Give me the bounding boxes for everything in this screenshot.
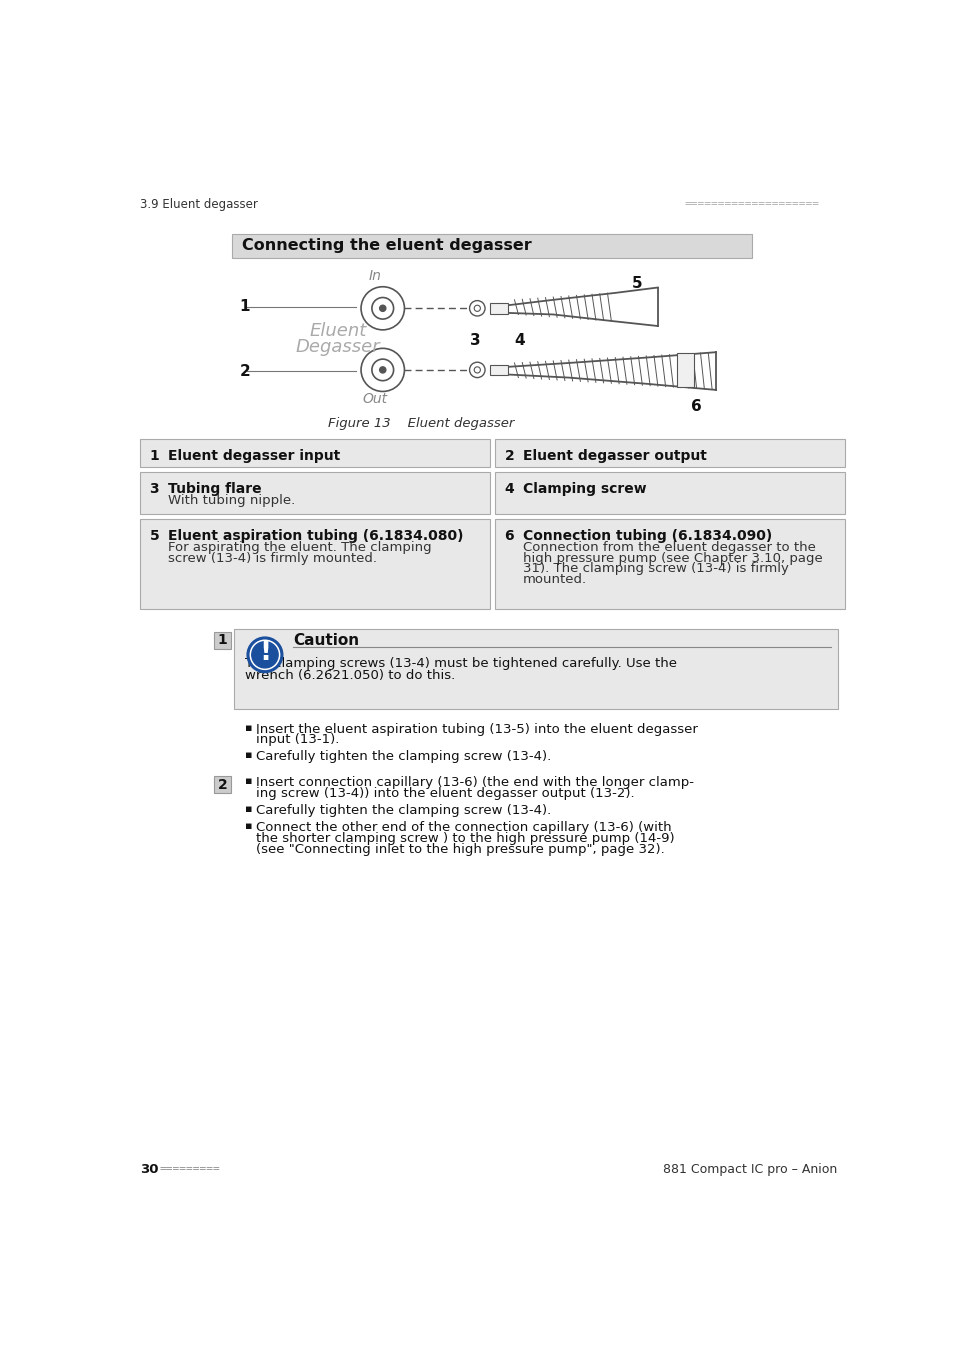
Text: Eluent degasser output: Eluent degasser output: [522, 450, 706, 463]
Text: 2: 2: [217, 778, 227, 792]
Bar: [677, 352, 694, 387]
Text: Clamping screw: Clamping screw: [522, 482, 646, 495]
Text: ▪: ▪: [245, 776, 252, 787]
Circle shape: [469, 362, 484, 378]
Text: mounted.: mounted.: [522, 574, 586, 586]
Text: the shorter clamping screw ) to the high pressure pump (14-9): the shorter clamping screw ) to the high…: [255, 832, 674, 845]
Text: 2: 2: [239, 364, 250, 379]
FancyBboxPatch shape: [213, 632, 231, 648]
Text: !: !: [258, 640, 271, 667]
Text: Tubing flare: Tubing flare: [168, 482, 261, 495]
Circle shape: [360, 348, 404, 392]
Circle shape: [372, 359, 394, 381]
Bar: [489, 364, 508, 375]
Text: ▪: ▪: [245, 751, 252, 760]
Circle shape: [372, 297, 394, 319]
Text: screw (13-4) is firmly mounted.: screw (13-4) is firmly mounted.: [168, 552, 376, 564]
Text: ▪: ▪: [245, 722, 252, 733]
Text: Degasser: Degasser: [295, 338, 379, 356]
FancyBboxPatch shape: [213, 776, 231, 794]
Text: The clamping screws (13-4) must be tightened carefully. Use the: The clamping screws (13-4) must be tight…: [245, 657, 676, 670]
Text: For aspirating the eluent. The clamping: For aspirating the eluent. The clamping: [168, 541, 432, 554]
Text: 3: 3: [150, 482, 159, 495]
FancyBboxPatch shape: [233, 629, 838, 709]
FancyBboxPatch shape: [140, 518, 490, 609]
Text: ing screw (13-4)) into the eluent degasser output (13-2).: ing screw (13-4)) into the eluent degass…: [255, 787, 634, 801]
Text: In: In: [368, 269, 381, 284]
Text: Connection from the eluent degasser to the: Connection from the eluent degasser to t…: [522, 541, 815, 554]
FancyBboxPatch shape: [140, 471, 490, 514]
Text: =========: =========: [159, 1164, 220, 1174]
FancyBboxPatch shape: [232, 234, 752, 258]
Circle shape: [379, 367, 385, 373]
Text: 4: 4: [504, 482, 514, 495]
Text: 6: 6: [691, 400, 701, 414]
Text: Eluent: Eluent: [309, 323, 366, 340]
Text: Insert the eluent aspiration tubing (13-5) into the eluent degasser: Insert the eluent aspiration tubing (13-…: [255, 722, 697, 736]
Text: 1: 1: [217, 633, 227, 647]
Text: Insert connection capillary (13-6) (the end with the longer clamp-: Insert connection capillary (13-6) (the …: [255, 776, 693, 790]
Text: Eluent degasser input: Eluent degasser input: [168, 450, 340, 463]
Text: 4: 4: [514, 333, 524, 348]
Circle shape: [252, 641, 278, 668]
FancyBboxPatch shape: [495, 439, 844, 467]
Text: 1: 1: [150, 450, 159, 463]
Text: Caution: Caution: [293, 633, 358, 648]
Circle shape: [360, 286, 404, 329]
Text: Connect the other end of the connection capillary (13-6) (with: Connect the other end of the connection …: [255, 821, 671, 834]
Circle shape: [247, 637, 282, 672]
Circle shape: [250, 640, 279, 670]
Text: Carefully tighten the clamping screw (13-4).: Carefully tighten the clamping screw (13…: [255, 751, 550, 763]
Circle shape: [474, 305, 480, 312]
FancyBboxPatch shape: [140, 439, 490, 467]
Text: Figure 13    Eluent degasser: Figure 13 Eluent degasser: [328, 417, 515, 431]
Text: Out: Out: [362, 392, 387, 406]
Text: ▪: ▪: [245, 805, 252, 814]
Text: Connecting the eluent degasser: Connecting the eluent degasser: [242, 239, 532, 254]
Text: 2: 2: [504, 450, 514, 463]
Text: 1: 1: [239, 300, 250, 315]
Text: With tubing nipple.: With tubing nipple.: [168, 494, 295, 506]
Text: 3.9 Eluent degasser: 3.9 Eluent degasser: [140, 198, 257, 211]
Circle shape: [474, 367, 480, 373]
FancyBboxPatch shape: [495, 518, 844, 609]
Bar: [489, 302, 508, 313]
Text: ▪: ▪: [245, 821, 252, 832]
Text: 5: 5: [150, 528, 159, 543]
Text: (see "Connecting inlet to the high pressure pump", page 32).: (see "Connecting inlet to the high press…: [255, 842, 663, 856]
FancyBboxPatch shape: [495, 471, 844, 514]
Circle shape: [469, 301, 484, 316]
Text: Carefully tighten the clamping screw (13-4).: Carefully tighten the clamping screw (13…: [255, 805, 550, 817]
Text: 30: 30: [140, 1162, 158, 1176]
Text: wrench (6.2621.050) to do this.: wrench (6.2621.050) to do this.: [245, 670, 455, 683]
Text: Connection tubing (6.1834.090): Connection tubing (6.1834.090): [522, 528, 772, 543]
Text: 5: 5: [632, 277, 642, 292]
Text: Eluent aspiration tubing (6.1834.080): Eluent aspiration tubing (6.1834.080): [168, 528, 463, 543]
Text: 3: 3: [470, 333, 480, 348]
Circle shape: [379, 305, 385, 312]
Text: input (13-1).: input (13-1).: [255, 733, 338, 747]
Text: 881 Compact IC pro – Anion: 881 Compact IC pro – Anion: [662, 1162, 837, 1176]
Text: ====================: ====================: [684, 200, 820, 209]
Text: 31). The clamping screw (13-4) is firmly: 31). The clamping screw (13-4) is firmly: [522, 563, 788, 575]
Text: high pressure pump (see Chapter 3.10, page: high pressure pump (see Chapter 3.10, pa…: [522, 552, 821, 564]
Text: 6: 6: [504, 528, 514, 543]
